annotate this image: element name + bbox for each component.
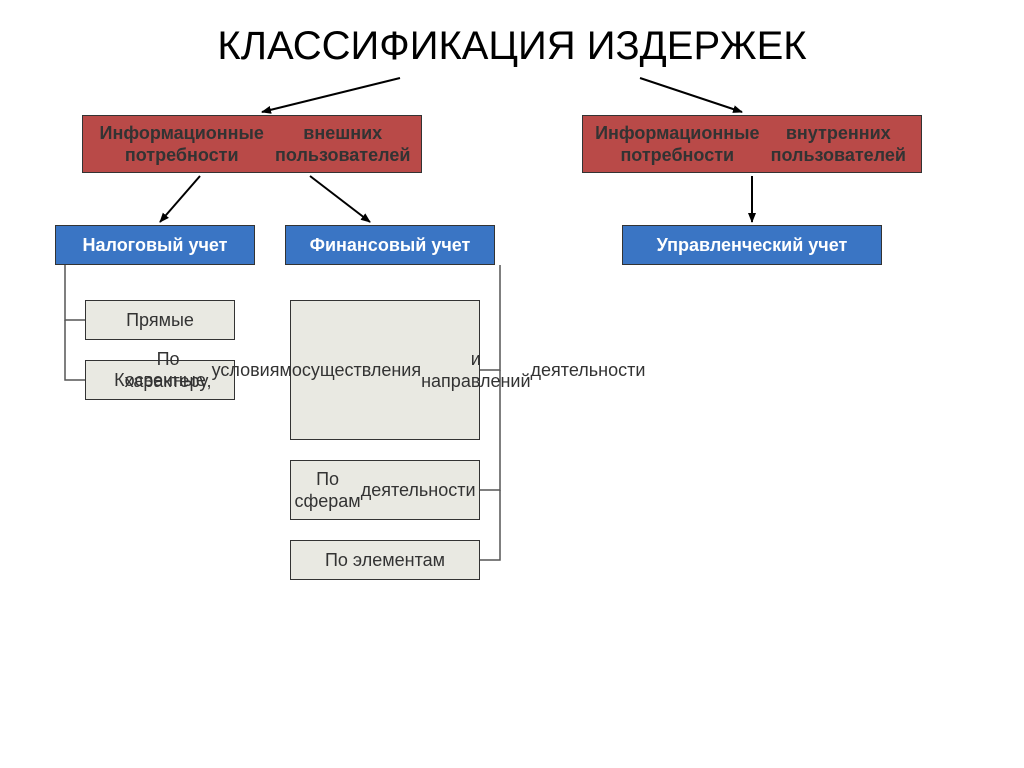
arrow-1 [640,78,742,112]
node-fin1: По характеру,условиямосуществленияи напр… [290,300,480,440]
diagram-title: КЛАССИФИКАЦИЯ ИЗДЕРЖЕК [0,24,1024,69]
connector-4 [480,490,500,560]
connector-1 [65,320,85,380]
arrow-0 [262,78,400,112]
node-fin3: По элементам [290,540,480,580]
node-internal: Информационные потребностивнутренних пол… [582,115,922,173]
connector-0 [65,265,85,320]
node-direct: Прямые [85,300,235,340]
arrow-2 [160,176,200,222]
arrow-3 [310,176,370,222]
node-fin: Финансовый учет [285,225,495,265]
node-external: Информационные потребностивнешних пользо… [82,115,422,173]
node-tax: Налоговый учет [55,225,255,265]
node-fin2: По сферамдеятельности [290,460,480,520]
node-mgmt: Управленческий учет [622,225,882,265]
